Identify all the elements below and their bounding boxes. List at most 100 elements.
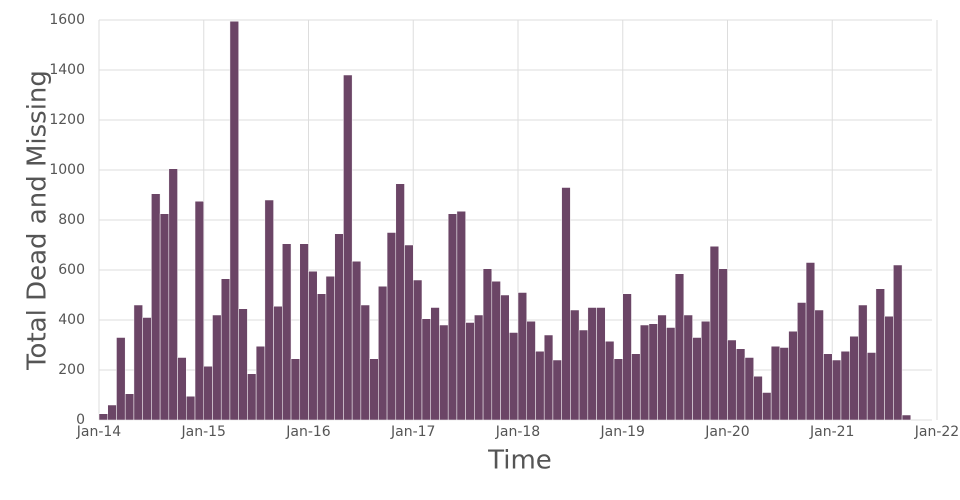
- bar: [151, 193, 161, 421]
- bar: [543, 334, 554, 421]
- bar: [421, 318, 431, 421]
- bar: [229, 21, 239, 421]
- bar: [639, 324, 650, 421]
- bar: [613, 358, 623, 421]
- bar: [762, 392, 772, 421]
- bar: [404, 244, 414, 421]
- bar: [526, 321, 536, 421]
- bar: [535, 351, 545, 421]
- bar: [316, 293, 327, 421]
- bar: [823, 353, 833, 421]
- bar: [456, 211, 466, 421]
- x-tick-label: Jan-14: [76, 424, 122, 440]
- bar: [683, 314, 693, 421]
- bar: [596, 307, 606, 421]
- bar: [753, 376, 763, 421]
- x-tick-label: Jan-17: [390, 424, 435, 440]
- bar: [840, 351, 850, 421]
- bar: [893, 264, 903, 421]
- bar: [413, 279, 423, 421]
- bar: [692, 337, 702, 421]
- bar: [858, 304, 868, 421]
- bar: [133, 304, 143, 421]
- x-tick-label: Jan-18: [495, 424, 540, 440]
- y-tick-label: 200: [58, 362, 85, 378]
- bar: [631, 353, 641, 421]
- bar: [351, 261, 362, 421]
- y-axis-title: Total Dead and Missing: [23, 70, 53, 371]
- bar: [220, 278, 231, 421]
- y-tick-label: 1000: [49, 162, 85, 178]
- x-tick-label: Jan-22: [914, 424, 959, 440]
- bar: [605, 341, 615, 421]
- bar: [343, 74, 353, 421]
- bar: [447, 213, 458, 421]
- bar: [299, 243, 309, 421]
- bar: [325, 276, 335, 421]
- bar: [552, 359, 562, 421]
- bar: [578, 329, 589, 421]
- bar: [570, 309, 580, 421]
- x-tick-label: Jan-19: [600, 424, 645, 440]
- bar: [474, 314, 484, 421]
- x-axis-title: Time: [487, 446, 552, 476]
- bar: [255, 346, 266, 421]
- bar: [212, 314, 222, 421]
- bar: [788, 331, 798, 421]
- bar: [386, 232, 397, 421]
- bar: [238, 308, 248, 421]
- bar: [770, 346, 781, 421]
- bar: [107, 404, 117, 421]
- bar: [308, 271, 318, 421]
- bar: [491, 281, 501, 421]
- bar: [290, 358, 301, 421]
- bar: [194, 201, 204, 421]
- bar: [509, 332, 519, 421]
- bar: [901, 414, 912, 421]
- bar: [587, 307, 597, 421]
- bar: [709, 246, 720, 421]
- bar: [727, 339, 737, 421]
- bar: [866, 352, 877, 421]
- x-tick-label: Jan-21: [809, 424, 854, 440]
- bar: [779, 347, 789, 421]
- y-tick-label: 0: [76, 412, 85, 428]
- bar: [203, 366, 213, 421]
- bar: [648, 323, 658, 421]
- bar: [517, 292, 527, 421]
- bar: [622, 293, 632, 421]
- bar: [657, 314, 667, 421]
- y-tick-label: 600: [58, 262, 85, 278]
- bar: [884, 316, 894, 421]
- x-tick-label: Jan-20: [704, 424, 749, 440]
- y-tick-label: 1400: [49, 62, 85, 78]
- y-tick-label: 800: [58, 212, 85, 228]
- bar: [875, 288, 885, 421]
- bar: [439, 324, 449, 421]
- bar: [500, 294, 510, 421]
- bar: [482, 268, 493, 421]
- y-tick-label: 1200: [49, 112, 85, 128]
- bar: [247, 373, 257, 421]
- x-tick-label: Jan-16: [285, 424, 331, 440]
- bar: [159, 213, 170, 421]
- y-tick-label: 400: [58, 312, 85, 328]
- bar: [334, 233, 344, 421]
- bar: [177, 357, 187, 421]
- bar: [849, 336, 859, 421]
- bar: [561, 187, 571, 421]
- bar: [360, 304, 370, 421]
- bar: [674, 273, 685, 421]
- bar: [282, 243, 292, 421]
- bar: [124, 393, 135, 421]
- bar: [395, 183, 405, 421]
- bar: [805, 262, 816, 421]
- y-tick-label: 1600: [49, 12, 85, 28]
- bar: [142, 317, 152, 421]
- bar: [666, 327, 676, 421]
- bar: [465, 322, 475, 421]
- bar: [369, 358, 379, 421]
- bar: [744, 357, 754, 421]
- bar: [378, 286, 388, 421]
